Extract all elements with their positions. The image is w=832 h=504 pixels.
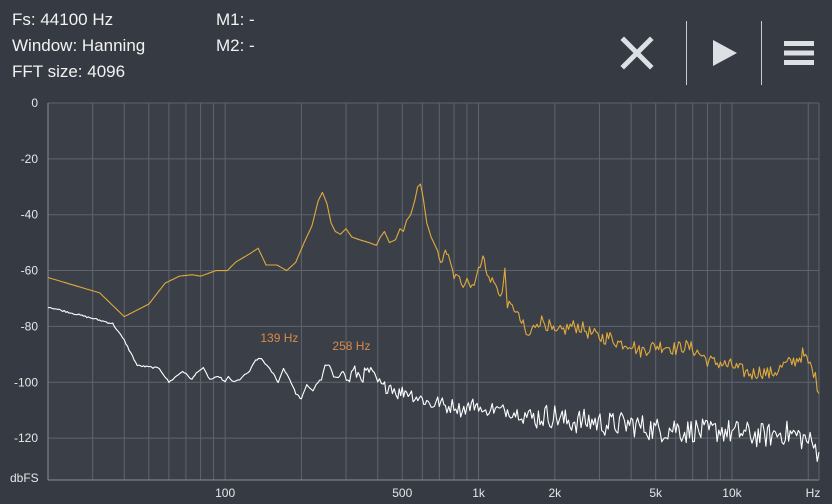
marker-m2-text: M2: - xyxy=(216,36,255,55)
x-tick-label: 500 xyxy=(392,486,412,500)
y-axis-label: dbFS xyxy=(10,471,39,485)
x-tick-label: 100 xyxy=(215,486,235,500)
menu-icon xyxy=(784,41,814,65)
y-tick-label: -100 xyxy=(14,375,38,389)
x-tick-label: 10k xyxy=(722,486,742,500)
x-tick-label: 1k xyxy=(472,486,486,500)
y-tick-label: 0 xyxy=(31,96,38,110)
close-button[interactable] xyxy=(600,18,674,88)
y-tick-label: -80 xyxy=(21,319,39,333)
y-tick-label: -120 xyxy=(14,431,38,445)
plot-area xyxy=(48,103,819,480)
peak-marker-label: 258 Hz xyxy=(332,339,370,353)
x-tick-label: 5k xyxy=(649,486,663,500)
marker-panel: M1: - M2: - xyxy=(216,7,255,59)
y-tick-label: -60 xyxy=(21,264,39,278)
toolbar xyxy=(600,18,832,88)
play-button[interactable] xyxy=(687,18,761,88)
fft-size-text: FFT size: 4096 xyxy=(12,62,126,81)
sample-rate-text: Fs: 44100 Hz xyxy=(12,10,114,29)
window-text: Window: Hanning xyxy=(12,36,146,55)
marker-m1-text: M1: - xyxy=(216,10,255,29)
info-panel: Fs: 44100 Hz Window: Hanning FFT size: 4… xyxy=(12,7,145,85)
x-tick-label: 2k xyxy=(548,486,562,500)
close-icon xyxy=(620,36,654,70)
peak-marker-label: 139 Hz xyxy=(260,331,298,345)
spectrum-line-channel-2 xyxy=(47,306,820,462)
spectrum-line-channel-1 xyxy=(47,183,820,394)
y-tick-label: -40 xyxy=(21,208,39,222)
y-tick-label: -20 xyxy=(21,152,39,166)
x-axis-unit-label: Hz xyxy=(806,486,821,500)
play-icon xyxy=(713,40,737,66)
menu-button[interactable] xyxy=(762,18,832,88)
